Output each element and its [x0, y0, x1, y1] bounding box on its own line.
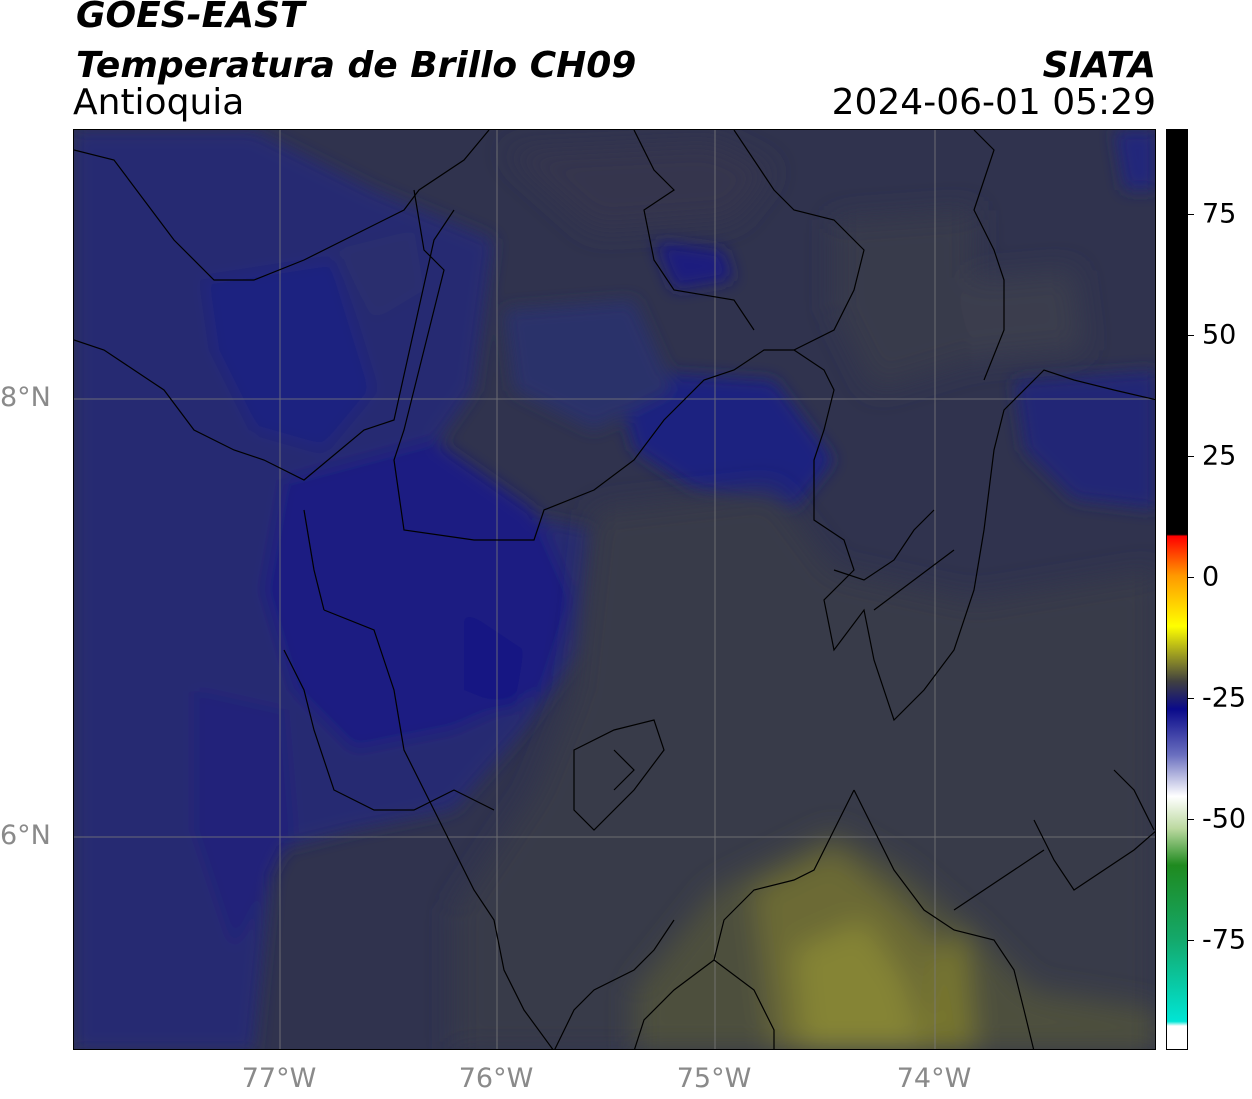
lon-label-76w: 76°W [458, 1063, 534, 1094]
colorbar-tick [1188, 577, 1194, 578]
product-title: Temperatura de Brillo CH09 [76, 45, 637, 86]
graticule [74, 130, 1155, 1049]
satellite-title: GOES-EAST [76, 0, 305, 36]
timestamp-label: 2024-06-01 05:29 [831, 82, 1156, 123]
colorbar-label-minus50: -50 [1202, 803, 1247, 835]
colorbar-tick [1188, 940, 1194, 941]
lon-label-75w: 75°W [676, 1063, 752, 1094]
region-label: Antioquia [73, 82, 245, 123]
borders [74, 130, 1155, 1049]
colorbar-label-50: 50 [1202, 319, 1237, 351]
lon-label-74w: 74°W [896, 1063, 972, 1094]
colorbar-label-75: 75 [1202, 198, 1237, 230]
colorbar-tick [1188, 335, 1194, 336]
colorbar-tick [1188, 214, 1194, 215]
lon-label-77w: 77°W [241, 1063, 317, 1094]
colorbar-label-minus75: -75 [1202, 924, 1247, 956]
map-panel[interactable] [73, 129, 1156, 1050]
colorbar-label-0: 0 [1202, 561, 1220, 593]
colorbar-label-25: 25 [1202, 440, 1237, 472]
colorbar-tick [1188, 819, 1194, 820]
colorbar-tick [1188, 456, 1194, 457]
colorbar-tick [1188, 698, 1194, 699]
brightness-temperature-map [74, 130, 1155, 1049]
temperature-colorbar [1166, 129, 1188, 1050]
lat-label-6n: 6°N [0, 820, 51, 851]
colorbar-label-minus25: -25 [1202, 682, 1247, 714]
agency-label: SIATA [1042, 45, 1156, 86]
lat-label-8n: 8°N [0, 382, 51, 413]
